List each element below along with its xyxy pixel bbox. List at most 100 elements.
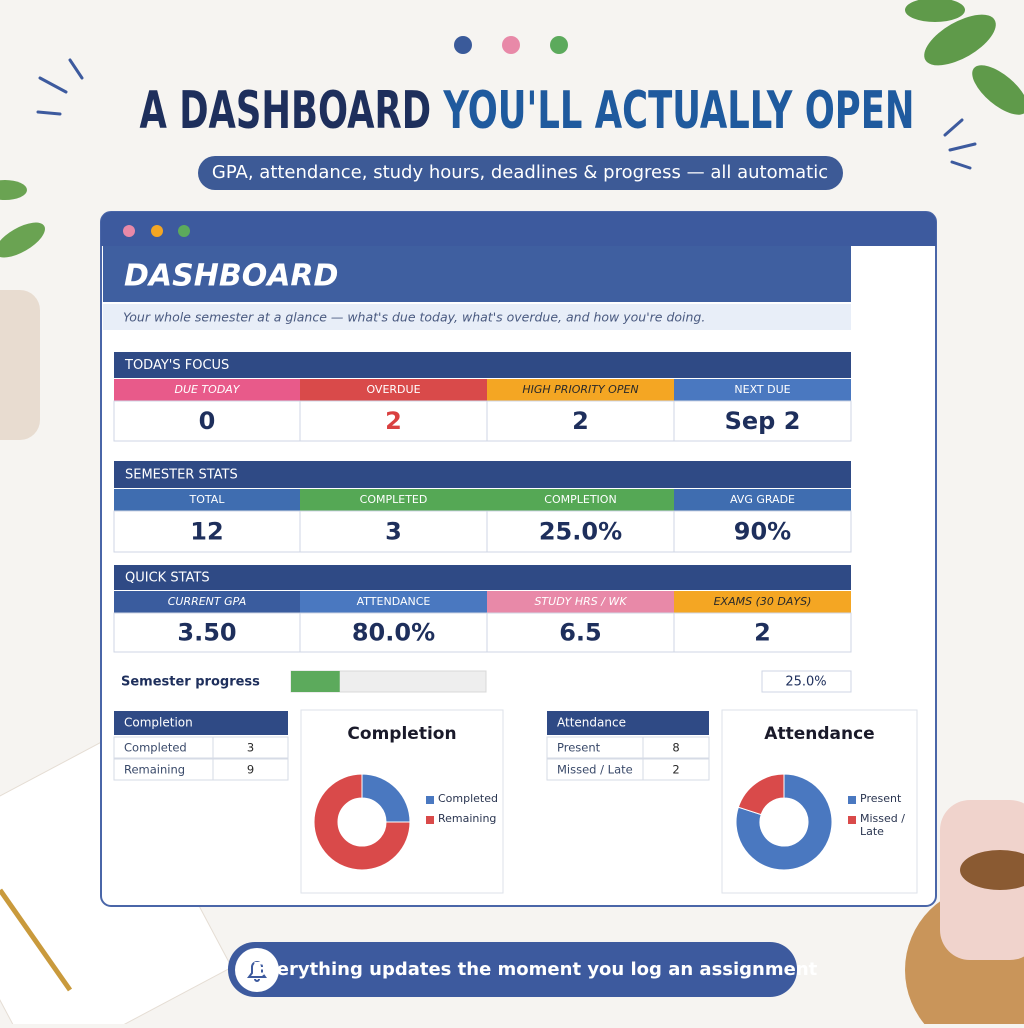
table-title: Attendance [557,716,626,730]
subtitle: GPA, attendance, study hours, deadlines … [212,162,828,183]
card-value-bg [113,400,301,442]
card-value-bg [486,612,675,653]
table-row [113,736,289,759]
section-header [114,352,851,378]
card-value: 0 [199,407,216,435]
card-label-bg [674,379,851,401]
card-value-bg [113,612,301,653]
card-label-bg [114,489,300,511]
section-header [114,461,851,488]
card-label-bg [114,591,300,613]
card-label: STUDY HRS / WK [534,595,627,608]
decor-sparkles [36,58,977,170]
progress-fill [291,671,340,692]
table-header [114,711,288,735]
legend-swatch [848,796,856,804]
card-value-bg [673,510,852,553]
table-cell: 2 [672,763,679,777]
footer-text: Everything updates the moment you log an… [253,959,818,980]
card-value-bg [673,400,852,442]
card-value: 2 [754,619,771,647]
card-label: COMPLETION [544,493,616,506]
chart-title: Completion [347,724,456,744]
table-cell: 3 [247,741,254,755]
legend-label: Remaining [438,812,497,825]
card-label: OVERDUE [366,383,420,396]
card-label: ATTENDANCE [357,595,431,608]
card-label: CURRENT GPA [168,595,247,608]
legend-label: Completed [438,792,498,805]
card-value-bg [486,400,675,442]
table-row [546,736,710,759]
bell-glyph [247,961,267,982]
donut-slice [737,773,785,816]
card-label-bg [674,489,851,511]
card-label: COMPLETED [360,493,428,506]
card-label: TOTAL [189,493,226,506]
legend-swatch [848,816,856,824]
decor-plant-left [0,180,45,440]
card-value: 6.5 [559,619,602,647]
progress-box [761,670,852,693]
card-label: AVG GRADE [730,493,795,506]
section-title: SEMESTER STATS [125,468,238,483]
card-value-bg [299,400,488,442]
card-label-bg [487,379,674,401]
chart-title: Attendance [764,724,874,744]
progress-label: Semester progress [121,675,260,690]
headline: A DASHBOARD YOU'LL ACTUALLY OPEN [140,81,915,141]
table-cell: Completed [124,741,187,755]
card-value-bg [299,510,488,553]
card-label-bg [487,489,674,511]
legend-item: Present [860,792,902,805]
dot [454,36,472,54]
card-label-bg [300,591,487,613]
decor-plant-right [905,0,1024,115]
card-label-bg [300,379,487,401]
card-value: 2 [572,407,589,435]
table-row [546,758,710,781]
dot [550,36,568,54]
card-label-bg [487,591,674,613]
card-value: 90% [734,518,791,546]
table-cell: 9 [247,763,254,777]
donut-slice [313,773,411,871]
section-title: QUICK STATS [125,571,210,586]
dashboard-title: DASHBOARD [124,259,338,294]
card-value-bg [113,510,301,553]
card-value-bg [673,612,852,653]
card-value: 2 [385,407,402,435]
legend-swatch [426,816,434,824]
legend-swatch [426,796,434,804]
table-cell: 8 [672,741,679,755]
table-row [113,758,289,781]
bell-icon [235,948,279,992]
legend-label: Missed / Late [860,812,905,838]
section-title: TODAY'S FOCUS [124,358,229,373]
card-value: 12 [190,518,223,546]
card-label-bg [114,379,300,401]
decor-coffee [905,800,1024,1028]
headline-part: YOU'LL ACTUALLY OPEN [443,81,915,141]
card-label-bg [674,591,851,613]
card-value: 3.50 [177,619,236,647]
progress-value: 25.0% [785,675,826,690]
legend-label: Present [860,792,902,805]
card-value: 80.0% [352,619,435,647]
legend-item: Completed [438,792,498,805]
footer-pill [228,942,797,997]
table-title: Completion [124,716,193,730]
card-label: HIGH PRIORITY OPEN [522,383,638,396]
card-label: EXAMS (30 DAYS) [714,595,812,608]
card-label: DUE TODAY [174,383,240,396]
card-label-bg [300,489,487,511]
card-value: 25.0% [539,518,622,546]
card-value-bg [299,612,488,653]
subtitle-pill [198,156,843,190]
legend-item: Missed / Late [860,812,905,838]
card-label: NEXT DUE [734,383,790,396]
donut-slice [735,773,833,871]
table-cell: Missed / Late [557,763,633,777]
